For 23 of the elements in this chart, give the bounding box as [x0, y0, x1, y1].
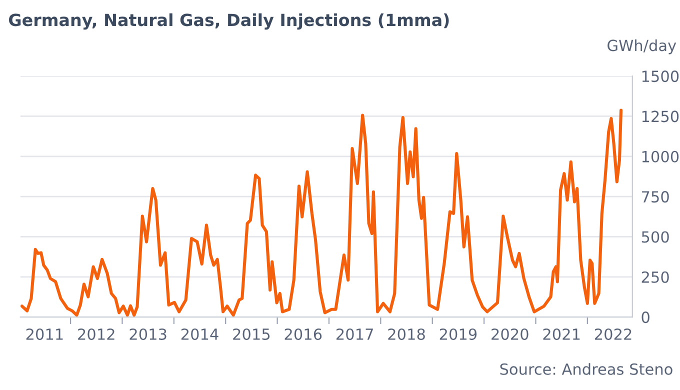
- source-note: Source: Andreas Steno: [500, 363, 672, 375]
- x-tick-label: 2019: [440, 328, 477, 340]
- x-tick-label: 2021: [543, 328, 580, 340]
- line-series: [20, 108, 623, 317]
- x-tick-label: 2017: [336, 328, 373, 340]
- x-tick-label: 2020: [492, 328, 528, 340]
- y-tick-label: 1250: [642, 110, 679, 122]
- y-tick-label: 1000: [642, 150, 679, 162]
- x-tick-label: 2015: [233, 328, 270, 340]
- x-tick-label: 2011: [26, 328, 63, 340]
- y-tick-label: 250: [642, 271, 669, 283]
- x-tick-label: 2022: [594, 328, 632, 340]
- y-tick-label: 1500: [642, 70, 679, 82]
- x-tick-label: 2012: [78, 328, 114, 340]
- x-tick-label: 2016: [284, 328, 322, 340]
- x-tick-label: 2018: [388, 328, 425, 340]
- x-tick-label: 2014: [181, 328, 218, 340]
- y-tick-label: 500: [642, 231, 669, 243]
- chart-title: Germany, Natural Gas, Daily Injections (1mma): [8, 13, 449, 30]
- x-tick-label: 2013: [130, 328, 166, 340]
- y-tick-label: 0: [642, 312, 650, 324]
- y-axis-title: GWh/day: [608, 39, 676, 54]
- y-tick-label: 750: [642, 191, 669, 203]
